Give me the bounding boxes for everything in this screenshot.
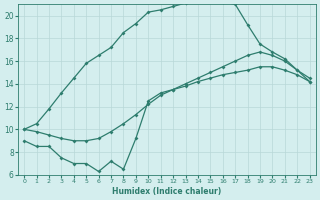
X-axis label: Humidex (Indice chaleur): Humidex (Indice chaleur): [112, 187, 221, 196]
